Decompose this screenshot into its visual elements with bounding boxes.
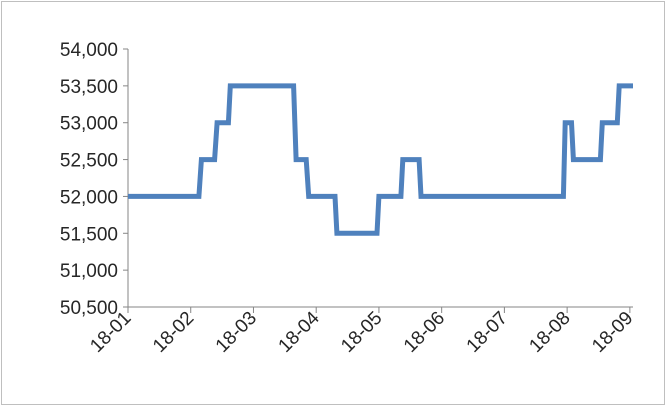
- y-tick-label: 54,000: [60, 40, 118, 61]
- x-tick-label: 18-09: [588, 308, 637, 357]
- x-tick-label: 18-03: [212, 308, 261, 357]
- y-tick-label: 53,000: [60, 114, 118, 135]
- x-tick-label: 18-02: [149, 308, 198, 357]
- x-tick-label: 18-08: [525, 308, 574, 357]
- y-tick-label: 52,500: [60, 151, 118, 172]
- x-tick-label: 18-05: [337, 308, 386, 357]
- x-tick-label: 18-07: [463, 308, 512, 357]
- y-tick-label: 53,500: [60, 77, 118, 98]
- y-tick-label: 52,000: [60, 187, 118, 208]
- series-group: [128, 83, 633, 236]
- x-axis: 18-01 18-02 18-03 18-04 18-05 18-06 18-07 18-08…: [86, 306, 637, 357]
- x-tick-label: 18-06: [400, 308, 449, 357]
- y-axis: 50,500 51,000 51,500 52,000 52,500 53,000 53,5…: [60, 40, 129, 319]
- y-tick-label: 51,000: [60, 261, 118, 282]
- x-tick-label: 18-04: [275, 307, 325, 357]
- series-line: [128, 83, 633, 236]
- y-tick-label: 51,500: [60, 224, 118, 245]
- y-tick-label: 50,500: [60, 298, 118, 319]
